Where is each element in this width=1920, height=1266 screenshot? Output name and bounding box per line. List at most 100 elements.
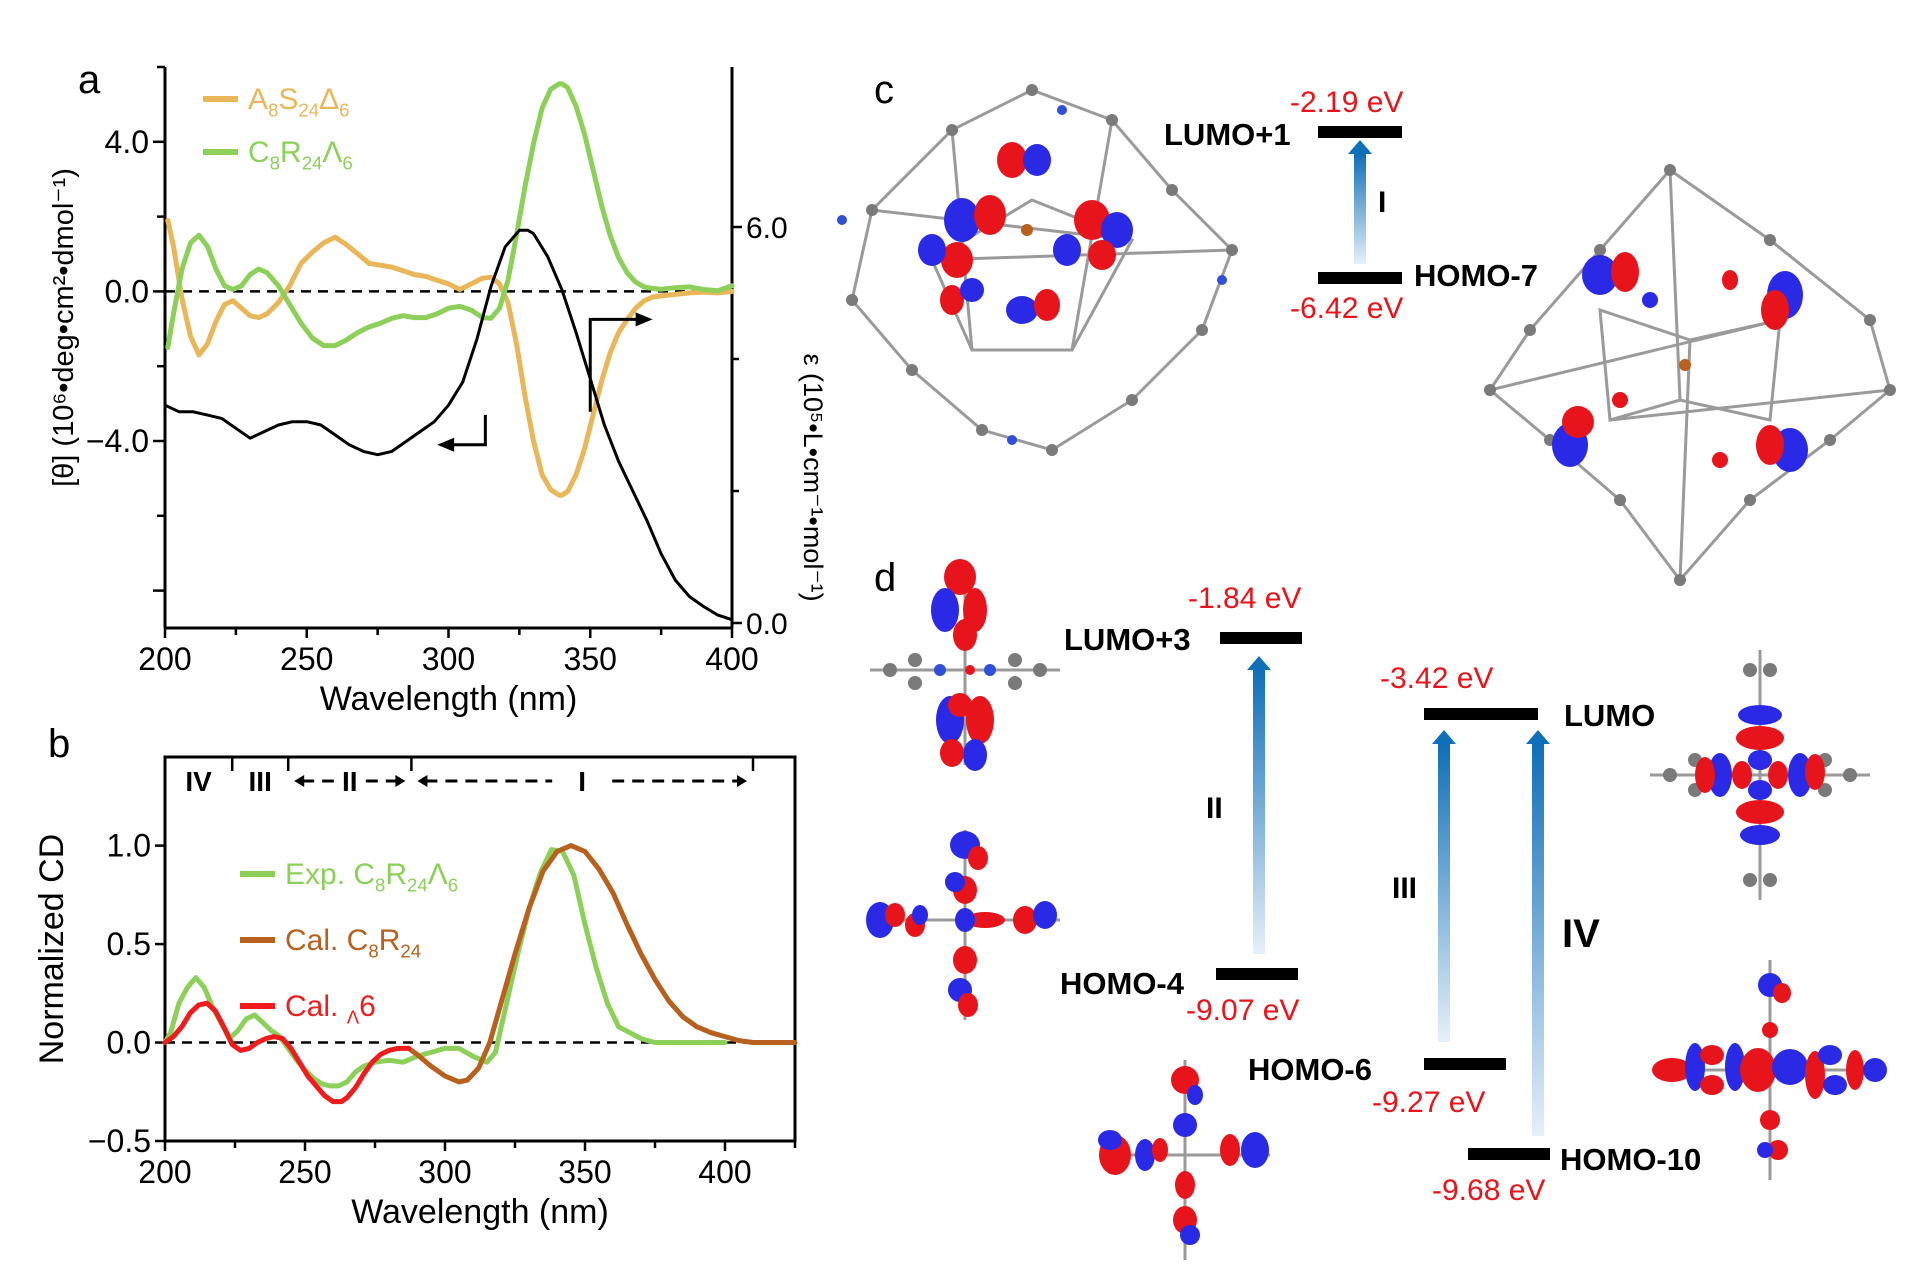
series-line-0 (162, 847, 728, 1089)
level-label-lumo-plus-3: LUMO+3 (1064, 622, 1191, 657)
series-line-0 (165, 217, 735, 498)
region-label-III: III (249, 766, 272, 797)
series-line-1 (406, 843, 798, 1085)
level-bar-lumo-plus-3 (1220, 632, 1302, 644)
y-tick-label: −0.5 (88, 1123, 151, 1159)
x-tick-label: 400 (698, 1154, 751, 1190)
legend-label-1-part: 24 (302, 153, 323, 174)
chart-b: 200 250 300 350 400 1.0 0.5 0.0 −0.5 Wavelength (… (33, 755, 798, 1231)
energy-homo-4: -9.07 eV (1186, 994, 1300, 1027)
legend-label-0-part: 24 (407, 875, 428, 896)
legend-label-1-part: 24 (400, 941, 421, 962)
legend-label-0-part: Exp. C (285, 858, 375, 891)
transition-label-I: I (1378, 186, 1387, 219)
y-tick-label: 0.5 (107, 926, 151, 962)
legend-label-1-part: R (280, 136, 302, 169)
y-tick-label-right: 0.0 (746, 608, 788, 641)
region-label-II: II (342, 766, 358, 797)
atoms-2 (1484, 164, 1896, 586)
orbital-lobes-2 (1552, 252, 1808, 472)
energy-homo-7: -6.42 eV (1290, 292, 1404, 325)
legend-label-0-part: Δ (319, 83, 339, 116)
x-tick-label: 350 (564, 641, 617, 677)
level-bar-lumo-plus-1 (1318, 126, 1402, 138)
legend-label-2-part: Λ (347, 1007, 360, 1028)
transition-label-II: II (1206, 792, 1223, 825)
level-bar-homo-4 (1216, 968, 1298, 980)
legend-label-1-part: C (248, 136, 270, 169)
y-axis-label-left: [θ] (10⁶•deg•cm²•dmol⁻¹) (48, 168, 80, 487)
orbital-image-lumo-plus-1 (837, 84, 1238, 456)
legend-label-0-part: 8 (268, 100, 278, 121)
legend-label-0-part: Λ (428, 858, 448, 891)
level-label-lumo-plus-1: LUMO+1 (1164, 117, 1291, 152)
region-arrow-head (294, 775, 305, 787)
orbital-image-lumo-plus-3 (870, 559, 1060, 771)
arrow-to-right-axis (588, 317, 642, 412)
arrow-head-right (635, 312, 653, 327)
y-tick-label-left: −4.0 (86, 423, 149, 459)
legend-label-0-part: 24 (298, 100, 319, 121)
region-arrow-head (395, 775, 406, 787)
atoms (837, 84, 1238, 456)
x-axis-label: Wavelength (nm) (351, 1193, 609, 1231)
orbital-lobes (918, 142, 1133, 324)
level-label-homo-4: HOMO-4 (1060, 966, 1184, 1001)
y-tick-label: 0.0 (107, 1025, 151, 1061)
y-tick-label-right: 6.0 (746, 212, 788, 245)
x-tick-label: 400 (705, 641, 758, 677)
orbital-image-lumo (1650, 650, 1870, 900)
series-line-1 (165, 81, 735, 350)
series-line-2 (163, 228, 734, 622)
level-bar-homo-7 (1318, 272, 1402, 284)
legend-label-0-part: 6 (339, 100, 349, 121)
transition-label-IV: IV (1562, 912, 1600, 956)
x-axis-label: Wavelength (nm) (320, 680, 578, 718)
level-bar-homo-10 (1468, 1148, 1550, 1160)
energy-lumo-plus-3: -1.84 eV (1188, 582, 1302, 615)
x-tick-label: 300 (422, 641, 475, 677)
legend-label-0-part: S (278, 83, 298, 116)
arrow-to-left-axis (445, 414, 487, 447)
series-line-2 (162, 1000, 412, 1105)
x-tick-label: 200 (138, 1154, 191, 1190)
x-tick-label: 350 (558, 1154, 611, 1190)
legend-label-1-part: 8 (368, 941, 378, 962)
legend-label-0-part: 8 (375, 875, 385, 896)
transition-arrow-I (1348, 140, 1372, 264)
x-tick-label: 200 (138, 641, 191, 677)
x-tick-label: 250 (280, 641, 333, 677)
legend-label-2-part: Cal. (285, 990, 347, 1023)
y-tick-label-left: 0.0 (105, 273, 149, 309)
transition-label-III: III (1392, 872, 1418, 905)
panel-label-a: a (78, 58, 101, 102)
chart-a: 200 250 300 350 400 4.0 0.0 −4.0 6.0 0.0 Wavelengt… (48, 65, 828, 718)
level-label-lumo: LUMO (1564, 698, 1656, 733)
energy-homo-10: -9.68 eV (1432, 1174, 1546, 1207)
legend-label-1-part: 6 (342, 153, 352, 174)
region-arrow-head (737, 775, 747, 787)
legend-label-0-part: A (248, 83, 268, 116)
transition-arrow-IV (1526, 730, 1550, 1141)
orbital-image-homo-6 (1098, 1060, 1270, 1260)
orbital-image-homo-7 (1484, 164, 1896, 586)
level-bar-lumo (1424, 708, 1538, 720)
energy-homo-6: -9.27 eV (1372, 1086, 1486, 1119)
level-label-homo-10: HOMO-10 (1560, 1142, 1702, 1177)
legend-label-2: Cal. Λ6 (285, 990, 376, 1028)
arrow-head-left (437, 437, 455, 452)
legend-label-0-part: R (385, 858, 407, 891)
plot-frame (163, 755, 797, 1143)
legend-label-1-part: Cal. C (285, 924, 368, 957)
legend-label-2-part: 6 (359, 990, 376, 1023)
legend-label-1: C8R24Λ6 (248, 136, 353, 174)
x-tick-label: 300 (418, 1154, 471, 1190)
legend-label-1-part: 8 (270, 153, 280, 174)
panel-label-b: b (48, 722, 71, 766)
legend-label-0-part: 6 (448, 875, 458, 896)
energy-lumo: -3.42 eV (1380, 662, 1494, 695)
y-axis-label-right: ε (10⁵•L•cm⁻¹•mol⁻¹) (798, 353, 828, 601)
level-label-homo-6: HOMO-6 (1248, 1052, 1372, 1087)
legend-label-1-part: R (379, 924, 401, 957)
y-tick-label-left: 4.0 (105, 124, 149, 160)
